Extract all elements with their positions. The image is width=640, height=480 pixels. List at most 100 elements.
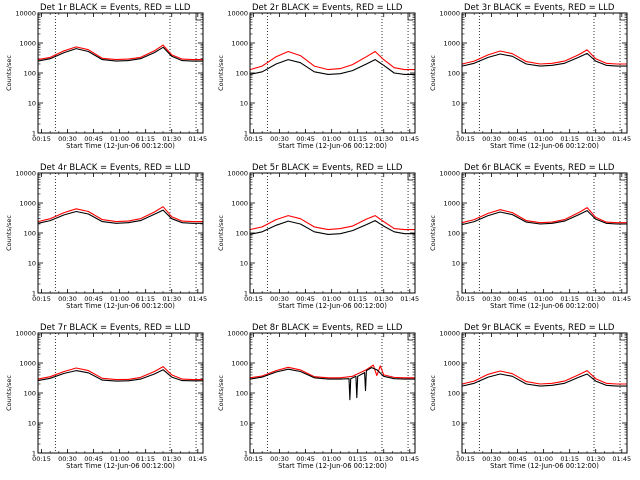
panel-3: Det 3r BLACK = Events, RED = LLD 1 10 100 10…: [429, 3, 631, 150]
x-tick-label: 01:15: [136, 135, 155, 143]
x-tick-label: 00:45: [508, 295, 527, 303]
x-tick-label: 01:00: [110, 295, 129, 303]
x-tick-label: 00:15: [456, 295, 475, 303]
panel-title: Det 1r BLACK = Events, RED = LLD: [40, 3, 191, 13]
y-tick-label: 100: [448, 70, 460, 78]
x-tick-label: 00:15: [456, 135, 475, 143]
x-axis-label: Start Time (12-Jun-06 00:12:00): [66, 462, 175, 470]
x-tick-label: 00:30: [482, 455, 501, 463]
x-tick-label: 01:15: [136, 455, 155, 463]
x-tick-label: 00:30: [58, 135, 77, 143]
y-tick-label: 10000: [15, 10, 36, 18]
series-line-events: [249, 367, 415, 401]
x-axis-label: Start Time (12-Jun-06 00:12:00): [490, 462, 599, 470]
series-line-lld: [461, 370, 627, 385]
x-axis-label: Start Time (12-Jun-06 00:12:00): [278, 142, 387, 150]
x-tick-label: 00:45: [84, 135, 103, 143]
plot-frame: [37, 332, 204, 454]
y-tick-label: 1: [32, 450, 36, 458]
marker-bracket: [195, 13, 202, 21]
x-axis-label: Start Time (12-Jun-06 00:12:00): [66, 142, 175, 150]
panel-7: Det 7r BLACK = Events, RED = LLD 1 10 100 10…: [5, 323, 207, 470]
y-tick-label: 1000: [19, 200, 36, 208]
y-tick-label: 100: [236, 230, 248, 238]
y-tick-label: 1000: [443, 40, 460, 48]
marker-bracket: [407, 173, 414, 181]
x-tick-label: 01:30: [586, 295, 605, 303]
y-tick-label: 1: [244, 130, 248, 138]
x-tick-label: 01:30: [162, 295, 181, 303]
marker-bracket: [195, 333, 202, 341]
x-tick-label: 01:45: [400, 455, 419, 463]
x-tick-label: 00:15: [244, 135, 263, 143]
x-axis-label: Start Time (12-Jun-06 00:12:00): [66, 302, 175, 310]
panel-2: Det 2r BLACK = Events, RED = LLD 1 10 100 10…: [217, 3, 419, 150]
x-tick-label: 00:30: [270, 295, 289, 303]
y-axis-label: Counts/sec: [5, 375, 13, 411]
y-tick-label: 100: [448, 390, 460, 398]
y-axis-label: Counts/sec: [5, 215, 13, 251]
y-tick-label: 10000: [227, 330, 248, 338]
x-tick-label: 01:45: [188, 295, 207, 303]
plot-frame: [461, 332, 628, 454]
y-tick-label: 10: [452, 420, 460, 428]
x-tick-label: 01:45: [400, 135, 419, 143]
x-tick-label: 01:30: [586, 135, 605, 143]
y-axis-label: Counts/sec: [429, 375, 437, 411]
panel-1: Det 1r BLACK = Events, RED = LLD 1 10 100 10…: [5, 3, 207, 150]
x-tick-label: 00:30: [482, 135, 501, 143]
marker-bracket: [407, 333, 414, 341]
y-tick-label: 1000: [443, 200, 460, 208]
y-tick-label: 1: [32, 130, 36, 138]
y-axis-label: Counts/sec: [5, 55, 13, 91]
series-line-events: [461, 52, 627, 67]
x-tick-label: 01:15: [560, 455, 579, 463]
panel-8: Det 8r BLACK = Events, RED = LLD 1 10 100 10…: [217, 323, 419, 470]
x-tick-label: 01:15: [348, 135, 367, 143]
panel-title: Det 6r BLACK = Events, RED = LLD: [464, 163, 615, 173]
y-tick-label: 1000: [231, 200, 248, 208]
x-tick-label: 01:00: [534, 135, 553, 143]
x-tick-label: 00:45: [508, 455, 527, 463]
x-tick-label: 00:15: [244, 455, 263, 463]
x-tick-label: 01:45: [188, 135, 207, 143]
x-tick-label: 00:45: [508, 135, 527, 143]
plot-frame: [249, 172, 416, 294]
y-tick-label: 10000: [227, 170, 248, 178]
x-tick-label: 01:00: [534, 295, 553, 303]
x-tick-label: 00:15: [244, 295, 263, 303]
y-tick-label: 1: [32, 290, 36, 298]
marker-bracket: [195, 173, 202, 181]
y-tick-label: 10000: [227, 10, 248, 18]
x-tick-label: 01:30: [162, 135, 181, 143]
y-tick-label: 10: [28, 260, 36, 268]
y-tick-label: 10000: [439, 10, 460, 18]
x-tick-label: 01:15: [560, 135, 579, 143]
x-tick-label: 01:15: [136, 295, 155, 303]
y-tick-label: 10: [240, 100, 248, 108]
y-tick-label: 10: [240, 420, 248, 428]
series-line-lld: [461, 49, 627, 65]
panel-4: Det 4r BLACK = Events, RED = LLD 1 10 100 10…: [5, 163, 207, 310]
panel-title: Det 4r BLACK = Events, RED = LLD: [40, 163, 191, 173]
y-tick-label: 100: [24, 230, 36, 238]
x-tick-label: 00:45: [84, 455, 103, 463]
x-tick-label: 00:30: [58, 295, 77, 303]
y-tick-label: 1: [244, 450, 248, 458]
series-line-events: [461, 373, 627, 387]
y-tick-label: 100: [236, 70, 248, 78]
y-tick-label: 10: [28, 420, 36, 428]
marker-bracket: [619, 13, 626, 21]
x-tick-label: 01:45: [612, 135, 631, 143]
y-tick-label: 100: [448, 230, 460, 238]
x-tick-label: 01:45: [188, 455, 207, 463]
x-tick-label: 00:45: [296, 295, 315, 303]
y-tick-label: 10000: [15, 170, 36, 178]
series-line-events: [249, 220, 415, 235]
x-axis-label: Start Time (12-Jun-06 00:12:00): [490, 302, 599, 310]
x-axis-label: Start Time (12-Jun-06 00:12:00): [278, 462, 387, 470]
series-line-events: [37, 369, 203, 382]
panel-title: Det 9r BLACK = Events, RED = LLD: [464, 323, 615, 333]
y-tick-label: 1: [244, 290, 248, 298]
